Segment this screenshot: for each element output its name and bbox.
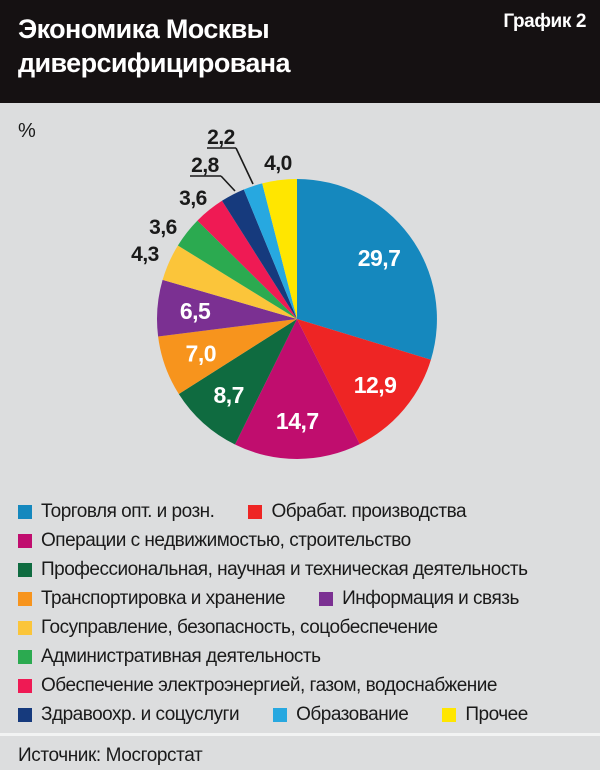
pie-value-label-5: 6,5 bbox=[180, 298, 211, 324]
legend-swatch-icon bbox=[18, 591, 32, 606]
chart-area: % 29,7 12,9 14,7 8,7 7,0 6,5 4,3 3,6 3,6 2,8 2,2 4,… bbox=[0, 103, 600, 494]
label-leader-line-10 bbox=[235, 147, 254, 185]
legend-row: Здравоохр. и соцуслуги Образование Прочее bbox=[18, 700, 600, 729]
pie-value-label-10: 2,2 bbox=[207, 126, 235, 149]
legend-item-11: Прочее bbox=[442, 703, 528, 726]
legend-label: Профессиональная, научная и техническая … bbox=[41, 558, 528, 580]
legend-swatch-icon bbox=[18, 533, 32, 548]
legend-label: Транспортировка и хранение bbox=[41, 587, 286, 609]
legend-label: Госуправление, безопасность, соцобеспече… bbox=[41, 616, 438, 638]
pie-slice-4 bbox=[158, 319, 297, 394]
legend-swatch-icon bbox=[248, 504, 263, 519]
legend-item-3: Профессиональная, научная и техническая … bbox=[18, 558, 528, 581]
legend-item-0: Торговля опт. и розн. bbox=[18, 500, 215, 523]
pie-slice-0 bbox=[297, 179, 437, 360]
legend-label: Обрабат. производства bbox=[271, 500, 467, 522]
legend-label: Торговля опт. и розн. bbox=[41, 500, 215, 522]
legend-swatch-icon bbox=[18, 504, 32, 519]
pie-slice-2 bbox=[235, 319, 360, 459]
legend-label: Образование bbox=[296, 703, 409, 725]
legend-swatch-icon bbox=[273, 707, 288, 722]
pie-value-label-9: 2,8 bbox=[191, 154, 220, 177]
legend-item-5: Информация и связь bbox=[319, 588, 519, 610]
pie-slice-3 bbox=[178, 319, 297, 445]
legend-row: Госуправление, безопасность, соцобеспече… bbox=[18, 613, 600, 642]
pie-slice-9 bbox=[222, 189, 297, 319]
legend-row: Транспортировка и хранение Информация и с… bbox=[18, 584, 600, 613]
legend-item-6: Госуправление, безопасность, соцобеспече… bbox=[18, 617, 438, 639]
page-title-line2: диверсифицирована bbox=[18, 48, 290, 78]
pie-value-label-4: 7,0 bbox=[186, 341, 216, 367]
pie-slice-11 bbox=[262, 179, 297, 319]
page-title: Экономика Москвы диверсифицирована bbox=[18, 12, 586, 80]
legend-row: Операции с недвижимостью, строительство bbox=[18, 526, 600, 555]
legend-swatch-icon bbox=[442, 707, 457, 722]
legend-item-8: Обеспечение электроэнергией, газом, водо… bbox=[18, 675, 497, 697]
header: Экономика Москвы диверсифицирована Графи… bbox=[0, 0, 600, 103]
pie-chart: % 29,7 12,9 14,7 8,7 7,0 6,5 4,3 3,63,6 2,8 2,2 4,… bbox=[18, 120, 437, 459]
legend-item-2: Операции с недвижимостью, строительство bbox=[18, 530, 411, 552]
legend-swatch-icon bbox=[319, 591, 334, 606]
pie-value-label-1: 12,9 bbox=[354, 372, 397, 398]
legend-label: Прочее bbox=[465, 703, 528, 725]
legend-row: Административная деятельность bbox=[18, 642, 600, 671]
legend-label: Информация и связь bbox=[342, 587, 519, 609]
pie-slice-10 bbox=[243, 183, 297, 319]
legend-label: Обеспечение электроэнергией, газом, водо… bbox=[41, 674, 497, 696]
pie-value-label-11: 4,0 bbox=[264, 152, 292, 175]
legend-swatch-icon bbox=[18, 707, 32, 722]
pie-slice-5 bbox=[157, 279, 297, 337]
source-note: Источник: Мосгорстат bbox=[18, 745, 203, 766]
pie-value-label-3: 8,7 bbox=[213, 382, 243, 408]
legend-item-1: Обрабат. производства bbox=[248, 500, 467, 523]
legend-item-7: Административная деятельность bbox=[18, 646, 321, 668]
unit-label: % bbox=[18, 120, 36, 142]
chart-number-badge: График 2 bbox=[503, 11, 586, 32]
legend-swatch-icon bbox=[18, 678, 32, 693]
legend-row: Торговля опт. и розн. Обрабат. производст… bbox=[18, 497, 600, 526]
legend-item-10: Образование bbox=[273, 703, 409, 726]
legend-item-4: Транспортировка и хранение bbox=[18, 587, 286, 610]
label-leader-line-9 bbox=[220, 175, 236, 192]
legend-label: Операции с недвижимостью, строительство bbox=[41, 529, 411, 551]
pie-value-label-7: 3,6 bbox=[149, 216, 177, 239]
pie-value-label-8: 3,6 bbox=[179, 187, 207, 210]
pie-value-label-6: 4,3 bbox=[131, 243, 159, 266]
legend-row: Обеспечение электроэнергией, газом, водо… bbox=[18, 671, 600, 700]
legend-item-9: Здравоохр. и соцуслуги bbox=[18, 703, 240, 726]
pie-value-label-0: 29,7 bbox=[358, 245, 401, 271]
footer-divider bbox=[0, 733, 600, 736]
legend-swatch-icon bbox=[18, 562, 32, 577]
legend-swatch-icon bbox=[18, 620, 32, 635]
pie-slice-6 bbox=[162, 245, 297, 319]
legend: Торговля опт. и розн. Обрабат. производст… bbox=[0, 494, 600, 729]
legend-label: Здравоохр. и соцуслуги bbox=[41, 703, 240, 725]
pie-slice-7 bbox=[177, 220, 297, 319]
pie-slice-1 bbox=[297, 319, 431, 445]
legend-label: Административная деятельность bbox=[41, 645, 321, 667]
legend-swatch-icon bbox=[18, 649, 32, 664]
legend-row: Профессиональная, научная и техническая … bbox=[18, 555, 600, 584]
page-title-line1: Экономика Москвы bbox=[18, 14, 270, 44]
pie-slice-8 bbox=[197, 200, 297, 319]
pie-value-label-2: 14,7 bbox=[276, 408, 319, 434]
